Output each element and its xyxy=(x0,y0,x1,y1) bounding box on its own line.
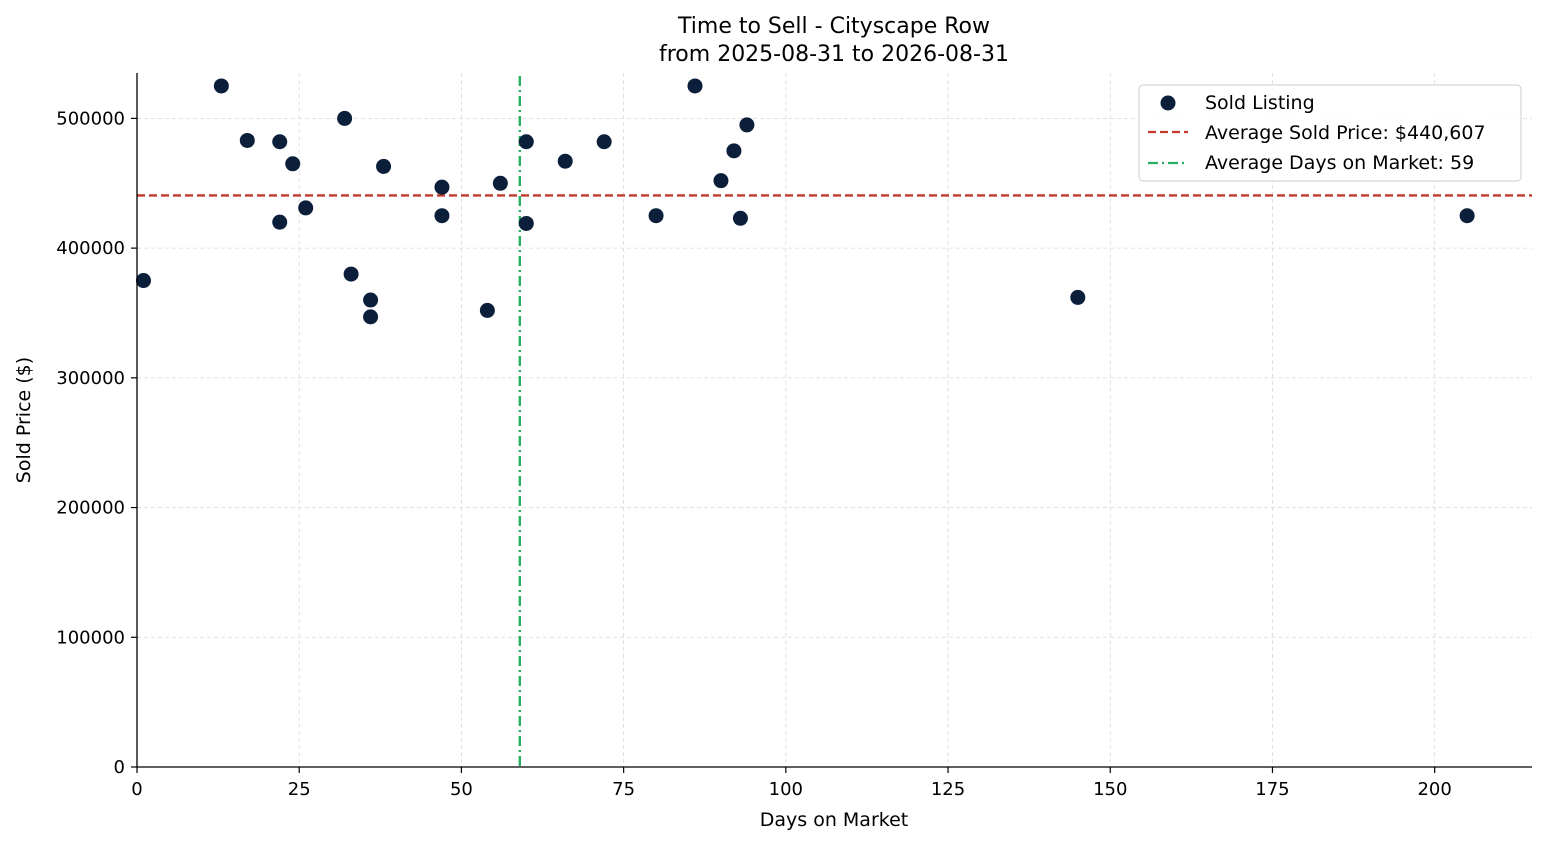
x-tick-label: 75 xyxy=(612,779,635,800)
x-tick-label: 175 xyxy=(1255,779,1289,800)
data-point xyxy=(596,134,612,150)
y-tick-label: 100000 xyxy=(56,627,125,648)
data-point xyxy=(213,78,229,94)
data-point xyxy=(1459,208,1475,224)
scatter-points xyxy=(135,78,1475,325)
data-point xyxy=(518,134,534,150)
legend-box xyxy=(1138,84,1522,182)
y-axis-label: Sold Price ($) xyxy=(13,357,35,483)
data-point xyxy=(713,173,729,189)
x-tick-label: 50 xyxy=(450,779,473,800)
x-tick-label: 25 xyxy=(288,779,311,800)
x-tick-label: 150 xyxy=(1093,779,1127,800)
x-axis-label: Days on Market xyxy=(760,809,908,831)
data-point xyxy=(648,208,664,224)
x-tick-label: 200 xyxy=(1417,779,1451,800)
y-tick-label: 500000 xyxy=(56,108,125,129)
y-tick-label: 0 xyxy=(114,757,125,778)
data-point xyxy=(434,208,450,224)
data-point xyxy=(272,134,288,150)
y-tick-label: 400000 xyxy=(56,238,125,259)
data-point xyxy=(1070,289,1086,305)
data-point xyxy=(492,175,508,191)
data-point xyxy=(135,273,151,289)
y-tick-label: 300000 xyxy=(56,368,125,389)
legend-label-average-price: Average Sold Price: $440,607 xyxy=(1205,122,1486,144)
reference-lines xyxy=(137,76,1532,767)
data-point xyxy=(343,266,359,282)
data-point xyxy=(285,156,301,172)
y-ticks: 0 100000 200000 300000 400000 500000 xyxy=(56,108,137,778)
data-point xyxy=(434,179,450,195)
x-ticks: 0 25 50 75 100 125 150 175 200 xyxy=(131,767,1452,800)
data-point xyxy=(298,200,314,216)
data-point xyxy=(363,309,379,325)
legend-label-sold-listing: Sold Listing xyxy=(1205,92,1315,114)
data-point xyxy=(557,153,573,169)
x-tick-label: 100 xyxy=(769,779,803,800)
data-point xyxy=(479,302,495,318)
data-point xyxy=(687,78,703,94)
data-point xyxy=(739,117,755,133)
data-point xyxy=(272,214,288,230)
legend-label-average-days: Average Days on Market: 59 xyxy=(1205,152,1474,174)
y-tick-label: 200000 xyxy=(56,498,125,519)
data-point xyxy=(239,132,255,148)
legend-marker-sold-listing xyxy=(1160,95,1176,111)
data-point xyxy=(726,143,742,159)
data-point xyxy=(732,210,748,226)
x-tick-label: 0 xyxy=(131,779,142,800)
data-point xyxy=(337,110,353,126)
legend: Sold Listing Average Sold Price: $440,60… xyxy=(1138,84,1522,182)
chart-subtitle: from 2025-08-31 to 2026-08-31 xyxy=(659,42,1009,67)
chart-title: Time to Sell - Cityscape Row xyxy=(677,14,990,39)
x-tick-label: 125 xyxy=(931,779,965,800)
data-point xyxy=(518,215,534,231)
data-point xyxy=(376,158,392,174)
data-point xyxy=(363,292,379,308)
